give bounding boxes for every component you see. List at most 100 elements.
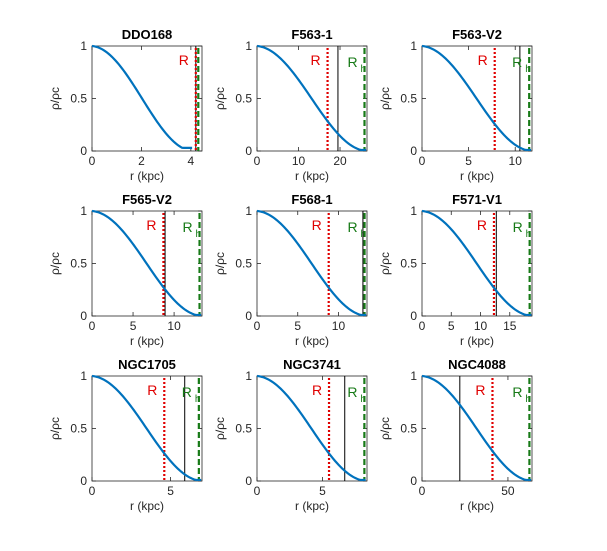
- x-tick-label: 5: [448, 319, 455, 333]
- x-axis-label: r (kpc): [460, 334, 494, 348]
- R-annotation: R: [477, 217, 487, 233]
- density-profile-curve: [421, 44, 532, 152]
- y-tick-label: 1: [410, 39, 417, 53]
- y-tick-label: 0: [410, 309, 417, 323]
- x-tick-label: 4: [188, 154, 195, 168]
- x-tick-label: 0: [254, 484, 261, 498]
- panel-title: NGC3741: [283, 357, 341, 372]
- panel-title: DDO168: [122, 27, 173, 42]
- y-tick-label: 0.5: [400, 92, 417, 106]
- Rh-annotation-subscript: h: [361, 229, 367, 240]
- R-annotation: R: [146, 217, 156, 233]
- x-tick-label: 2: [138, 154, 145, 168]
- panel-title: NGC1705: [118, 357, 176, 372]
- y-tick-label: 1: [410, 204, 417, 218]
- y-tick-label: 0.5: [400, 422, 417, 436]
- Rh-annotation-subscript: h: [196, 229, 202, 240]
- y-axis-label: ρ/ρc: [48, 87, 62, 110]
- y-axis-label: ρ/ρc: [213, 417, 227, 440]
- x-tick-label: 10: [509, 154, 523, 168]
- Rh-annotation: R: [512, 54, 522, 70]
- y-axis-label: ρ/ρc: [378, 87, 392, 110]
- R-annotation: R: [475, 382, 485, 398]
- x-axis-label: r (kpc): [460, 499, 494, 513]
- panel-title: F565-V2: [122, 192, 172, 207]
- density-profile-curve: [421, 374, 532, 482]
- x-tick-label: 10: [167, 319, 181, 333]
- Rh-annotation-subscript: h: [525, 64, 531, 75]
- panel-title: F568-1: [291, 192, 332, 207]
- R-annotation: R: [312, 217, 322, 233]
- x-tick-label: 5: [465, 154, 472, 168]
- y-tick-label: 0: [245, 144, 252, 158]
- y-tick-label: 1: [245, 39, 252, 53]
- Rh-annotation: R: [512, 384, 522, 400]
- x-tick-label: 0: [419, 154, 426, 168]
- x-axis-label: r (kpc): [295, 169, 329, 183]
- y-tick-label: 0: [80, 309, 87, 323]
- x-tick-label: 0: [89, 154, 96, 168]
- x-axis-label: r (kpc): [130, 334, 164, 348]
- x-tick-label: 0: [254, 319, 261, 333]
- panel-title: NGC4088: [448, 357, 506, 372]
- y-axis-label: ρ/ρc: [378, 252, 392, 275]
- Rh-annotation: R: [347, 384, 357, 400]
- density-profile-curve: [256, 209, 367, 317]
- y-tick-label: 0.5: [70, 257, 87, 271]
- x-axis-label: r (kpc): [295, 499, 329, 513]
- R-annotation: R: [179, 52, 189, 68]
- R-annotation: R: [478, 52, 488, 68]
- y-tick-label: 0.5: [70, 422, 87, 436]
- y-axis-label: ρ/ρc: [213, 252, 227, 275]
- x-tick-label: 10: [292, 154, 306, 168]
- panel-title: F563-V2: [452, 27, 502, 42]
- Rh-annotation-subscript: h: [195, 394, 201, 405]
- y-tick-label: 1: [245, 369, 252, 383]
- x-tick-label: 5: [167, 484, 174, 498]
- y-tick-label: 0: [245, 309, 252, 323]
- Rh-annotation-subscript: h: [525, 394, 531, 405]
- R-annotation: R: [312, 382, 322, 398]
- panel-title: F563-1: [291, 27, 332, 42]
- y-tick-label: 1: [245, 204, 252, 218]
- density-profile-curve: [91, 44, 193, 149]
- panel-title: F571-V1: [452, 192, 502, 207]
- density-profile-curve: [421, 209, 532, 317]
- Rh-annotation: R: [182, 219, 192, 235]
- y-axis-label: ρ/ρc: [48, 252, 62, 275]
- y-tick-label: 1: [80, 204, 87, 218]
- x-tick-label: 0: [89, 319, 96, 333]
- x-tick-label: 5: [130, 319, 137, 333]
- x-tick-label: 0: [89, 484, 96, 498]
- x-tick-label: 0: [254, 154, 261, 168]
- density-profile-curve: [91, 374, 202, 482]
- y-tick-label: 0: [410, 474, 417, 488]
- y-tick-label: 0.5: [400, 257, 417, 271]
- density-profile-curve: [256, 44, 367, 152]
- Rh-annotation-subscript: h: [361, 64, 367, 75]
- density-profile-curve: [256, 374, 366, 482]
- y-tick-label: 1: [80, 369, 87, 383]
- y-tick-label: 1: [410, 369, 417, 383]
- y-tick-label: 0.5: [70, 92, 87, 106]
- R-annotation: R: [311, 52, 321, 68]
- Rh-annotation: R: [347, 219, 357, 235]
- y-tick-label: 1: [80, 39, 87, 53]
- x-tick-label: 10: [332, 319, 346, 333]
- x-tick-label: 50: [501, 484, 515, 498]
- x-axis-label: r (kpc): [295, 334, 329, 348]
- y-axis-label: ρ/ρc: [48, 417, 62, 440]
- x-tick-label: 0: [419, 484, 426, 498]
- y-tick-label: 0: [80, 144, 87, 158]
- Rh-annotation-subscript: h: [360, 394, 366, 405]
- y-tick-label: 0: [245, 474, 252, 488]
